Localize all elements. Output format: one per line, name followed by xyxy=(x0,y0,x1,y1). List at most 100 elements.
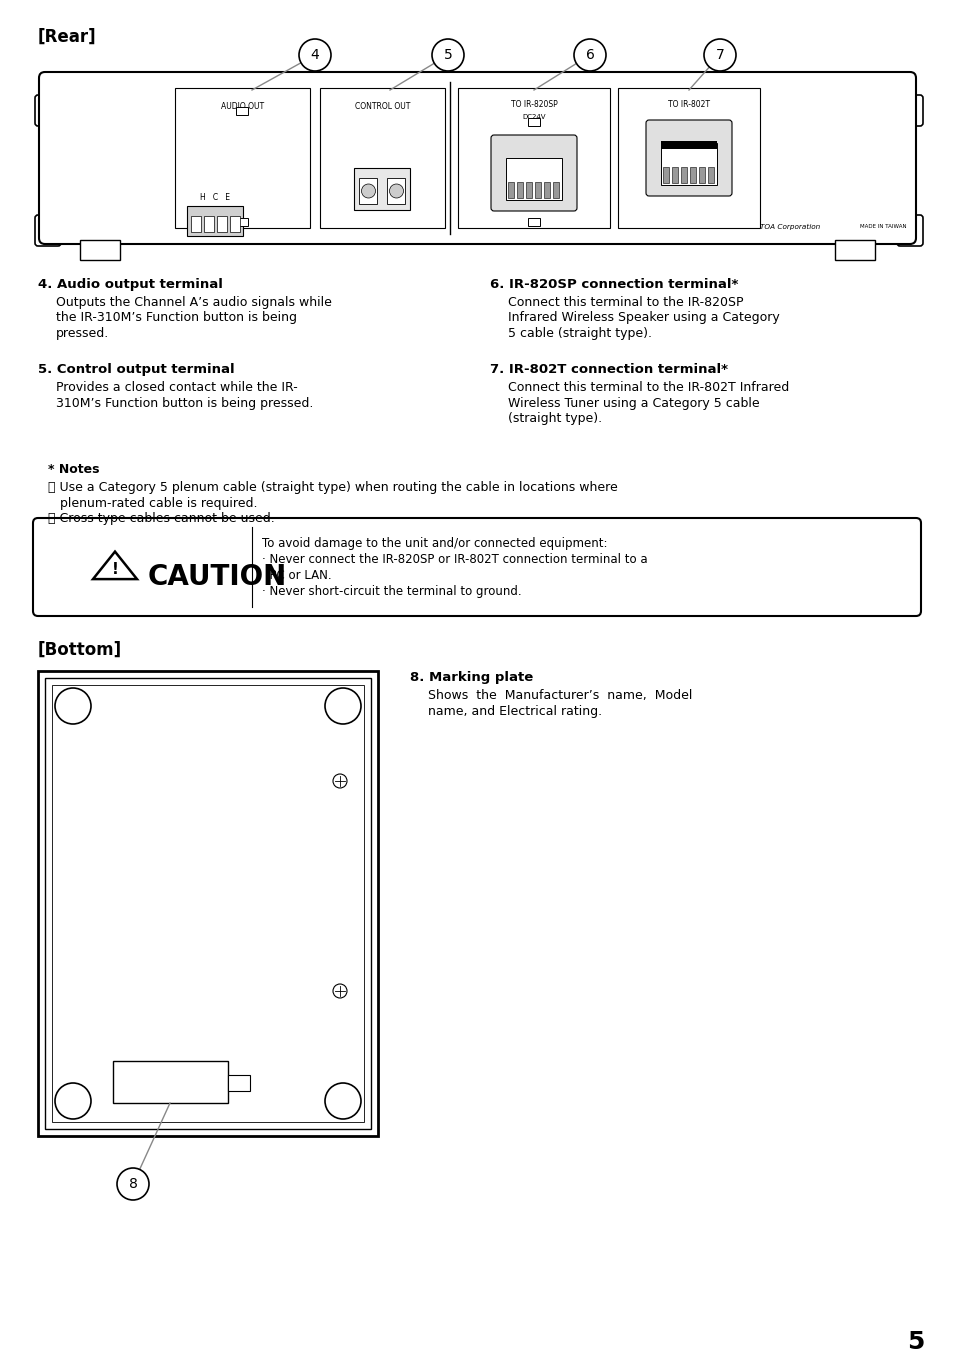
FancyBboxPatch shape xyxy=(896,95,923,126)
Bar xyxy=(517,181,522,198)
Bar xyxy=(230,217,240,232)
FancyBboxPatch shape xyxy=(33,519,920,616)
FancyBboxPatch shape xyxy=(491,135,577,211)
Bar xyxy=(45,678,371,1129)
FancyBboxPatch shape xyxy=(35,95,61,126)
Text: [Rear]: [Rear] xyxy=(38,28,96,46)
Text: · Never short-circuit the terminal to ground.: · Never short-circuit the terminal to gr… xyxy=(262,585,521,598)
Bar xyxy=(707,167,713,183)
Text: · Never connect the IR-820SP or IR-802T connection terminal to a: · Never connect the IR-820SP or IR-802T … xyxy=(262,552,647,566)
Text: Connect this terminal to the IR-820SP: Connect this terminal to the IR-820SP xyxy=(507,297,742,309)
Bar xyxy=(216,217,227,232)
Bar xyxy=(527,118,539,126)
Text: Infrared Wireless Speaker using a Category: Infrared Wireless Speaker using a Catego… xyxy=(507,311,779,325)
Text: name, and Electrical rating.: name, and Electrical rating. xyxy=(428,704,601,718)
Text: H   C   E: H C E xyxy=(200,194,230,202)
Text: 6. IR-820SP connection terminal*: 6. IR-820SP connection terminal* xyxy=(490,278,738,291)
FancyBboxPatch shape xyxy=(645,121,731,196)
Text: 7. IR-802T connection terminal*: 7. IR-802T connection terminal* xyxy=(490,363,727,376)
Bar xyxy=(689,167,696,183)
Circle shape xyxy=(55,1083,91,1118)
Bar xyxy=(191,217,201,232)
Bar xyxy=(387,177,405,204)
Text: DC24V: DC24V xyxy=(521,114,545,121)
Circle shape xyxy=(703,39,735,70)
Circle shape xyxy=(55,688,91,724)
Text: TO IR-802T: TO IR-802T xyxy=(667,100,709,110)
Polygon shape xyxy=(92,551,137,580)
Bar xyxy=(38,672,377,1136)
Circle shape xyxy=(325,1083,360,1118)
Bar xyxy=(660,144,717,185)
Text: 6: 6 xyxy=(585,47,594,62)
Circle shape xyxy=(389,184,403,198)
Text: Provides a closed contact while the IR-: Provides a closed contact while the IR- xyxy=(56,380,297,394)
Bar xyxy=(204,217,213,232)
Bar xyxy=(671,167,678,183)
FancyBboxPatch shape xyxy=(39,72,915,244)
Text: Outputs the Channel A’s audio signals while: Outputs the Channel A’s audio signals wh… xyxy=(56,297,332,309)
Text: 7: 7 xyxy=(715,47,723,62)
Bar xyxy=(660,141,717,149)
Text: 4. Audio output terminal: 4. Audio output terminal xyxy=(38,278,223,291)
Bar xyxy=(80,240,120,260)
Circle shape xyxy=(298,39,331,70)
Text: 5: 5 xyxy=(443,47,452,62)
Text: CAUTION: CAUTION xyxy=(148,563,287,590)
Bar xyxy=(359,177,377,204)
Text: 8. Marking plate: 8. Marking plate xyxy=(410,672,533,684)
Bar xyxy=(319,88,444,227)
Bar xyxy=(525,181,532,198)
Bar xyxy=(535,181,540,198)
Circle shape xyxy=(333,774,347,788)
Bar xyxy=(174,88,310,227)
Bar xyxy=(527,218,539,226)
Text: To avoid damage to the unit and/or connected equipment:: To avoid damage to the unit and/or conne… xyxy=(262,538,607,550)
Bar xyxy=(507,181,514,198)
Bar xyxy=(834,240,874,260)
FancyBboxPatch shape xyxy=(35,215,61,246)
Text: 5: 5 xyxy=(906,1330,923,1354)
Text: Connect this terminal to the IR-802T Infrared: Connect this terminal to the IR-802T Inf… xyxy=(507,380,788,394)
Text: ・ Cross type cables cannot be used.: ・ Cross type cables cannot be used. xyxy=(48,512,274,525)
Circle shape xyxy=(325,688,360,724)
Circle shape xyxy=(117,1169,149,1200)
Text: AUDIO OUT: AUDIO OUT xyxy=(221,102,264,111)
Circle shape xyxy=(574,39,605,70)
Text: (straight type).: (straight type). xyxy=(507,412,601,425)
Circle shape xyxy=(333,984,347,998)
Text: the IR-310M’s Function button is being: the IR-310M’s Function button is being xyxy=(56,311,296,325)
Text: 5. Control output terminal: 5. Control output terminal xyxy=(38,363,234,376)
Bar xyxy=(553,181,558,198)
Text: 4: 4 xyxy=(311,47,319,62)
Bar xyxy=(52,685,364,1122)
Bar xyxy=(618,88,760,227)
Bar xyxy=(662,167,668,183)
Text: [Bottom]: [Bottom] xyxy=(38,640,122,659)
Text: TO IR-820SP: TO IR-820SP xyxy=(510,100,557,110)
Text: !: ! xyxy=(112,562,118,578)
Text: ・ Use a Category 5 plenum cable (straight type) when routing the cable in locati: ・ Use a Category 5 plenum cable (straigh… xyxy=(48,481,618,494)
Bar xyxy=(228,1075,250,1091)
Text: CONTROL OUT: CONTROL OUT xyxy=(355,102,410,111)
Text: plenum-rated cable is required.: plenum-rated cable is required. xyxy=(48,497,257,509)
Text: pressed.: pressed. xyxy=(56,328,110,340)
Bar xyxy=(543,181,550,198)
Text: PC or LAN.: PC or LAN. xyxy=(262,569,332,582)
FancyBboxPatch shape xyxy=(896,215,923,246)
Bar xyxy=(680,167,686,183)
Circle shape xyxy=(361,184,375,198)
Text: 8: 8 xyxy=(129,1177,137,1192)
Bar xyxy=(355,168,410,210)
Bar xyxy=(505,158,561,200)
Bar xyxy=(112,1062,228,1104)
Bar xyxy=(187,206,243,236)
Bar xyxy=(236,107,248,115)
Text: MADE IN TAIWAN: MADE IN TAIWAN xyxy=(859,223,905,229)
Text: Shows  the  Manufacturer’s  name,  Model: Shows the Manufacturer’s name, Model xyxy=(428,689,692,701)
Text: 310M’s Function button is being pressed.: 310M’s Function button is being pressed. xyxy=(56,397,313,409)
Bar xyxy=(236,218,248,226)
Bar xyxy=(457,88,609,227)
Text: * Notes: * Notes xyxy=(48,463,99,477)
Text: Wireless Tuner using a Category 5 cable: Wireless Tuner using a Category 5 cable xyxy=(507,397,759,409)
